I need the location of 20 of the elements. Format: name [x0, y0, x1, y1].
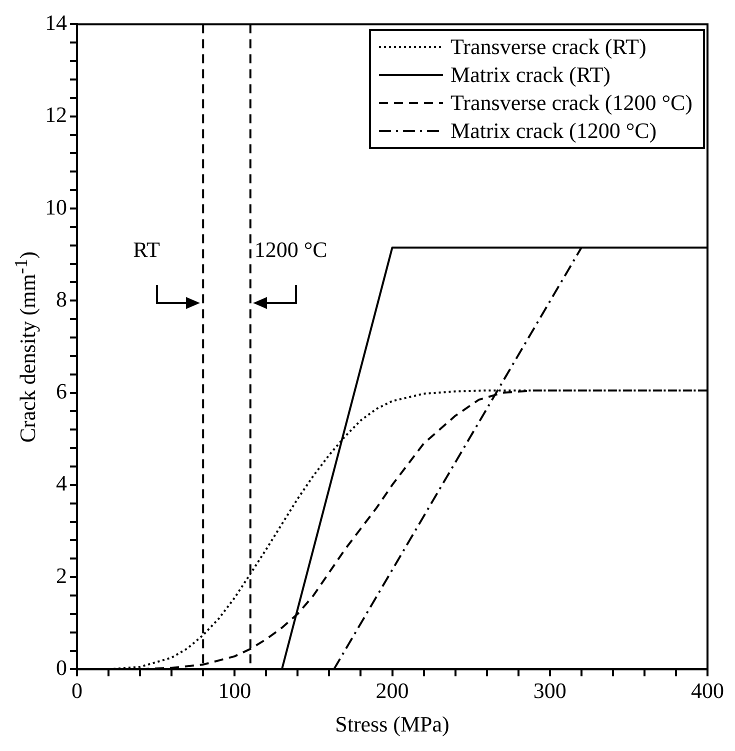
x-tick-label: 100 — [218, 678, 252, 704]
y-tick-label: 2 — [56, 562, 67, 588]
y-tick-label: 10 — [45, 194, 67, 220]
ref-line-label: RT — [133, 236, 160, 263]
y-tick-label: 12 — [45, 102, 67, 128]
legend-label: Transverse crack (RT) — [450, 33, 646, 62]
legend-label: Matrix crack (RT) — [450, 61, 610, 90]
legend-label: Transverse crack (1200 °C) — [450, 89, 692, 118]
legend-label: Matrix crack (1200 °C) — [450, 117, 657, 146]
x-tick-label: 200 — [376, 678, 409, 704]
x-tick-label: 0 — [72, 678, 82, 704]
x-tick-label: 400 — [691, 678, 724, 704]
y-tick-label: 4 — [56, 470, 67, 496]
y-tick-label: 14 — [45, 10, 67, 35]
y-tick-label: 8 — [56, 286, 67, 312]
x-axis-title: Stress (MPa) — [335, 712, 450, 737]
x-tick-label: 300 — [533, 678, 566, 704]
ref-line-label: 1200 °C — [254, 236, 328, 263]
y-tick-label: 0 — [56, 654, 67, 680]
y-tick-label: 6 — [56, 378, 67, 404]
